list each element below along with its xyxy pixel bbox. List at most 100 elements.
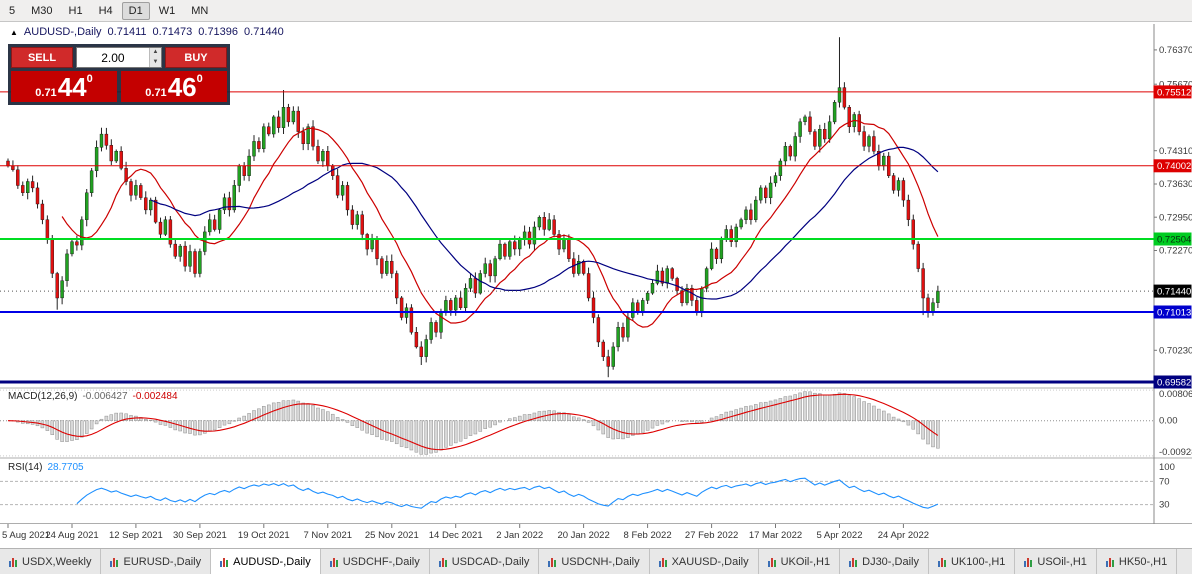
chart-tabs-bar: USDX,Weekly EURUSD-,Daily AUDUSD-,Daily USD… <box>0 548 1192 574</box>
macd-name: MACD(12,26,9) <box>8 391 78 402</box>
svg-text:0.70230: 0.70230 <box>1159 346 1192 357</box>
candlestick-chart-icon <box>329 557 338 567</box>
chart-tab-label: USOil-,H1 <box>1037 555 1087 568</box>
timeframe-button-mn[interactable]: MN <box>191 4 209 17</box>
chart-tab-hk50-h1[interactable]: HK50-,H1 <box>1096 549 1178 574</box>
chart-tab-label: AUDUSD-,Daily <box>233 555 311 568</box>
candlestick-chart-icon <box>110 557 119 567</box>
chart-tab-label: DJ30-,Daily <box>862 555 919 568</box>
svg-text:0.69582: 0.69582 <box>1157 377 1191 388</box>
svg-text:70: 70 <box>1159 476 1170 487</box>
macd-indicator-label: MACD(12,26,9) -0.006427 -0.002484 <box>8 391 178 402</box>
chart-tab-label: UK100-,H1 <box>950 555 1006 568</box>
macd-main-value: -0.006427 <box>82 391 128 402</box>
svg-text:14 Dec 2021: 14 Dec 2021 <box>429 530 483 541</box>
candlestick-series <box>6 37 940 378</box>
ohlc-open: 0.71411 <box>107 26 147 38</box>
svg-text:0.75512: 0.75512 <box>1157 87 1191 98</box>
svg-text:0.74310: 0.74310 <box>1159 146 1192 157</box>
svg-text:0.73630: 0.73630 <box>1159 179 1192 190</box>
timeframe-button-5[interactable]: 5 <box>9 4 16 17</box>
one-click-trading-panel: SELL ▲ ▼ BUY 0.71 44 0 0.71 46 0 <box>8 44 230 105</box>
chart-tab-eurusd-daily[interactable]: EURUSD-,Daily <box>101 549 212 574</box>
price-axis[interactable]: 0.76370 0.75670 0.74310 0.73630 0.72950 0.722… <box>1153 24 1192 524</box>
candlestick-chart-icon <box>849 557 858 567</box>
chart-tab-label: EURUSD-,Daily <box>123 555 202 568</box>
sell-price-prefix: 0.71 <box>35 87 57 99</box>
chart-tab-ukoil-h1[interactable]: UKOil-,H1 <box>758 549 841 574</box>
chart-tab-usdcnh-daily[interactable]: USDCNH-,Daily <box>539 549 650 574</box>
svg-text:8 Feb 2022: 8 Feb 2022 <box>624 530 672 541</box>
sell-price-display[interactable]: 0.71 44 0 <box>11 71 117 102</box>
svg-text:0.72504: 0.72504 <box>1157 234 1191 245</box>
rsi-value: 28.7705 <box>47 462 84 473</box>
rsi-indicator-label: RSI(14) 28.7705 <box>8 462 84 473</box>
lot-increase-button[interactable]: ▲ <box>149 48 161 58</box>
svg-text:5 Apr 2022: 5 Apr 2022 <box>817 530 863 541</box>
sell-button[interactable]: SELL <box>11 47 73 68</box>
svg-text:0.72950: 0.72950 <box>1159 212 1192 223</box>
timeframe-button-d1[interactable]: D1 <box>121 1 150 20</box>
macd-signal-value: -0.002484 <box>132 391 178 402</box>
candlestick-chart-icon <box>937 557 946 567</box>
lot-decrease-button[interactable]: ▼ <box>149 57 161 67</box>
candlestick-chart-icon <box>1024 557 1033 567</box>
buy-price-big-digits: 46 <box>167 71 197 102</box>
timeframe-button-w1[interactable]: W1 <box>158 4 176 17</box>
svg-text:7 Nov 2021: 7 Nov 2021 <box>304 530 353 541</box>
svg-text:2 Jan 2022: 2 Jan 2022 <box>496 530 543 541</box>
svg-text:12 Sep 2021: 12 Sep 2021 <box>109 530 163 541</box>
chart-tab-xauusd-daily[interactable]: XAUUSD-,Daily <box>649 549 759 574</box>
chart-tab-label: UKOil-,H1 <box>780 555 831 568</box>
chart-tab-dj30-daily[interactable]: DJ30-,Daily <box>840 549 929 574</box>
chart-tab-uk100-h1[interactable]: UK100-,H1 <box>928 549 1016 574</box>
svg-text:0.71013: 0.71013 <box>1157 307 1191 318</box>
buy-price-superscript: 0 <box>196 73 203 85</box>
svg-text:0.75670: 0.75670 <box>1159 79 1192 90</box>
chart-tab-label: USDCHF-,Daily <box>342 555 420 568</box>
horizontal-line-objects[interactable] <box>0 91 1154 384</box>
timeframe-button-h1[interactable]: H1 <box>68 4 83 17</box>
timeframe-button-m30[interactable]: M30 <box>31 4 53 17</box>
svg-text:30 Sep 2021: 30 Sep 2021 <box>173 530 227 541</box>
chart-symbol-label: AUDUSD-,Daily <box>23 26 102 38</box>
candlestick-chart-icon <box>438 557 447 567</box>
svg-text:100: 100 <box>1159 462 1175 473</box>
chart-tab-label: USDCNH-,Daily <box>561 555 640 568</box>
rsi-name: RSI(14) <box>8 462 43 473</box>
svg-text:0.71440: 0.71440 <box>1157 287 1191 298</box>
one-click-collapse-icon[interactable]: ▲ <box>10 27 18 37</box>
buy-price-prefix: 0.71 <box>145 87 167 99</box>
svg-text:0.74002: 0.74002 <box>1157 161 1191 172</box>
svg-text:0.72270: 0.72270 <box>1159 246 1192 257</box>
buy-button[interactable]: BUY <box>165 47 227 68</box>
rsi-panel: 100 70 30 <box>0 462 1175 511</box>
chart-tab-audusd-daily[interactable]: AUDUSD-,Daily <box>211 549 321 574</box>
timeframe-button-h4[interactable]: H4 <box>98 4 113 17</box>
candlestick-chart-icon <box>1105 557 1114 567</box>
svg-text:17 Mar 2022: 17 Mar 2022 <box>749 530 802 541</box>
candlestick-chart-icon <box>548 557 557 567</box>
panel-separators[interactable] <box>0 387 1192 524</box>
ohlc-low: 0.71396 <box>198 26 239 38</box>
svg-text:5 Aug 2021: 5 Aug 2021 <box>2 530 50 541</box>
chart-tab-usdchf-daily[interactable]: USDCHF-,Daily <box>320 549 430 574</box>
timeframe-toolbar: 5 M30 H1 H4 D1 W1 MN <box>0 0 1192 22</box>
chart-tab-usdcad-daily[interactable]: USDCAD-,Daily <box>429 549 540 574</box>
svg-text:0.76370: 0.76370 <box>1159 45 1192 56</box>
candlestick-chart-icon <box>9 557 17 567</box>
ohlc-high: 0.71473 <box>152 26 193 38</box>
chart-tab-label: USDCAD-,Daily <box>451 555 530 568</box>
chart-tab-usdx-weekly[interactable]: USDX,Weekly <box>0 549 102 574</box>
candlestick-chart-icon <box>658 557 667 567</box>
chart-tab-label: XAUUSD-,Daily <box>671 555 749 568</box>
lot-size-input[interactable] <box>77 48 149 67</box>
svg-text:-0.00928: -0.00928 <box>1159 447 1192 458</box>
svg-text:0.008061: 0.008061 <box>1159 389 1192 400</box>
buy-price-display[interactable]: 0.71 46 0 <box>121 71 227 102</box>
macd-panel: 0.008061 0.00 -0.00928 <box>0 389 1192 458</box>
chart-tab-usoil-h1[interactable]: USOil-,H1 <box>1015 549 1097 574</box>
chart-title: ▲ AUDUSD-,Daily 0.71411 0.71473 0.71396 … <box>10 26 284 38</box>
